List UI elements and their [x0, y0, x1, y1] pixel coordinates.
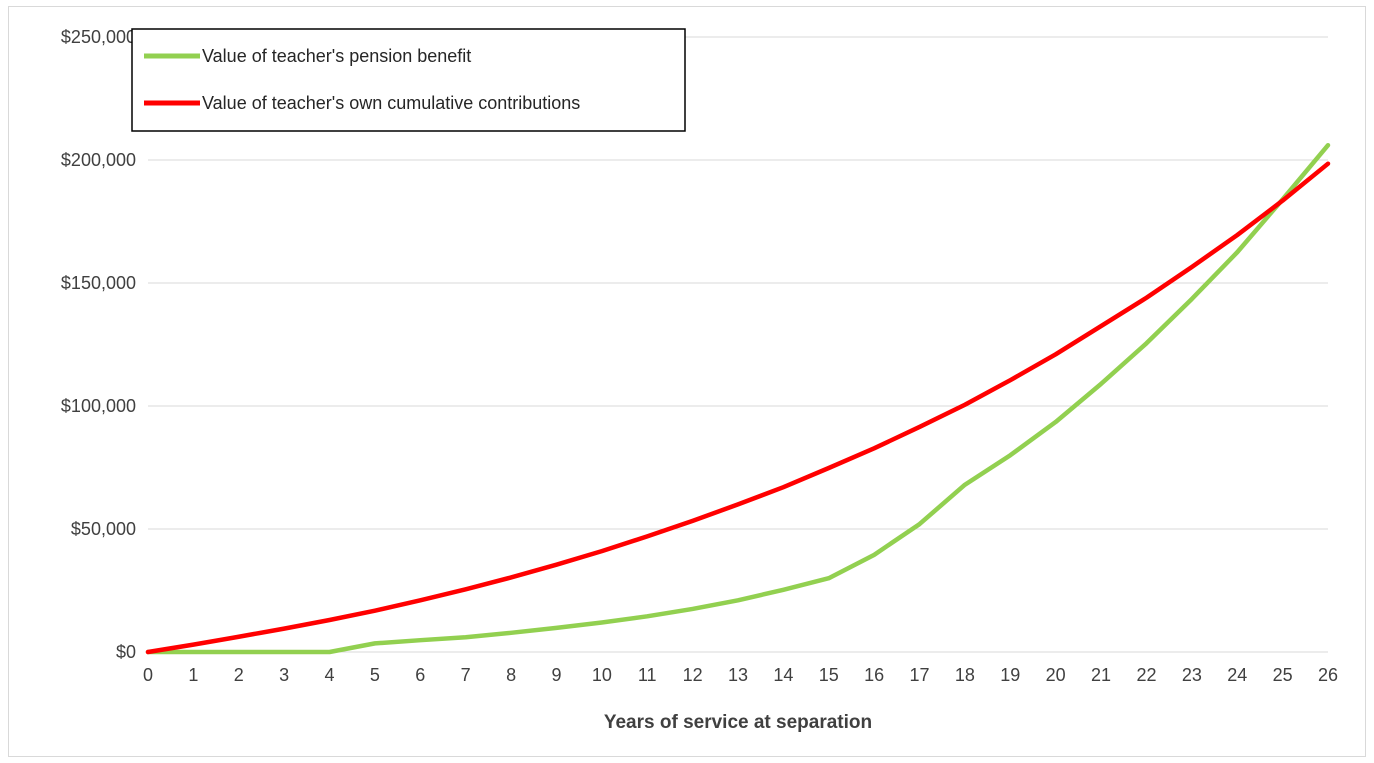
x-tick-label: 23: [1182, 665, 1202, 685]
y-tick-label: $0: [116, 642, 136, 662]
x-tick-label: 14: [773, 665, 793, 685]
x-tick-label: 19: [1000, 665, 1020, 685]
y-tick-label: $250,000: [61, 27, 136, 47]
legend: Value of teacher's pension benefit Value …: [131, 28, 686, 132]
x-tick-label: 9: [551, 665, 561, 685]
y-tick-label: $200,000: [61, 150, 136, 170]
x-tick-label: 21: [1091, 665, 1111, 685]
x-tick-label: 10: [592, 665, 612, 685]
x-tick-label: 12: [683, 665, 703, 685]
x-tick-label: 4: [325, 665, 335, 685]
y-tick-label: $100,000: [61, 396, 136, 416]
x-tick-label: 11: [638, 665, 657, 685]
series-lines: [145, 142, 1331, 655]
y-axis-ticks: $0 $50,000 $100,000 $150,000 $200,000 $250,00…: [61, 27, 136, 662]
x-tick-label: 8: [506, 665, 516, 685]
x-axis-title: Years of service at separation: [604, 712, 872, 733]
x-tick-label: 26: [1318, 665, 1338, 685]
x-tick-label: 16: [864, 665, 884, 685]
x-tick-label: 5: [370, 665, 380, 685]
y-tick-label: $150,000: [61, 273, 136, 293]
legend-box: [131, 28, 686, 132]
legend-label: Value of teacher's pension benefit: [202, 46, 471, 66]
x-axis-ticks: 0 1 2 3 4 5 6 7 8 9 10 11 12 13 14 15 16 17 18 19 20 21 22 23 24…: [143, 665, 1338, 685]
y-tick-label: $50,000: [71, 519, 136, 539]
x-tick-label: 18: [955, 665, 975, 685]
x-tick-label: 15: [819, 665, 839, 685]
x-tick-label: 22: [1136, 665, 1156, 685]
legend-label: Value of teacher's own cumulative contri…: [202, 93, 580, 113]
x-tick-label: 25: [1273, 665, 1293, 685]
series-line-2: [145, 161, 1331, 655]
x-tick-label: 1: [188, 665, 198, 685]
x-tick-label: 17: [910, 665, 930, 685]
x-tick-label: 6: [415, 665, 425, 685]
x-tick-label: 2: [234, 665, 244, 685]
x-tick-label: 24: [1227, 665, 1247, 685]
x-tick-label: 20: [1046, 665, 1066, 685]
x-tick-label: 0: [143, 665, 153, 685]
x-tick-label: 13: [728, 665, 748, 685]
x-tick-label: 3: [279, 665, 289, 685]
x-tick-label: 7: [461, 665, 471, 685]
series-line-1: [145, 142, 1331, 655]
